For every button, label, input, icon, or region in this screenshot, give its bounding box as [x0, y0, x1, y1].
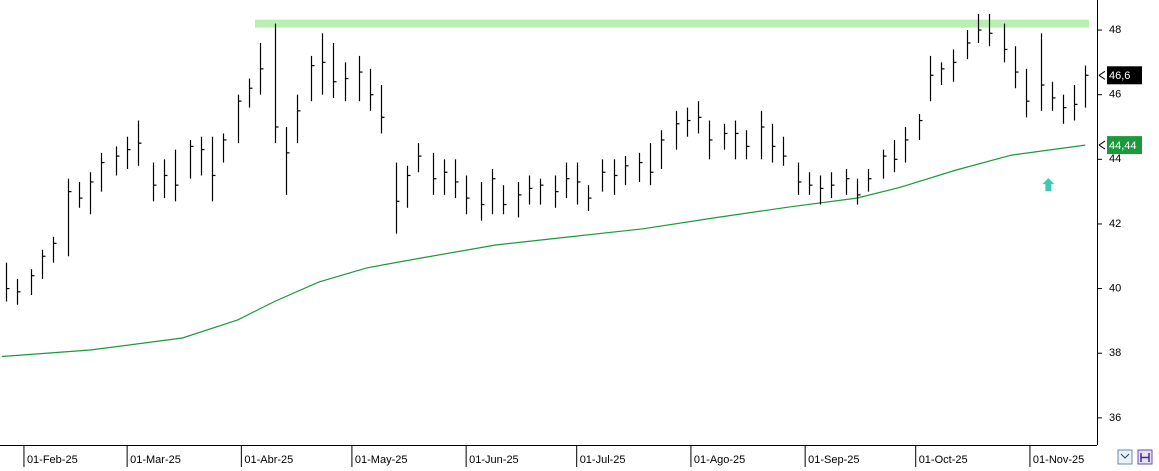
y-tick-label: 46	[1109, 89, 1121, 101]
last_price-label: 46,6	[1109, 70, 1130, 82]
y-tick-label: 42	[1109, 218, 1121, 230]
y-tick-label: 38	[1109, 347, 1121, 359]
x-tick-label: 01-Abr-25	[244, 454, 293, 466]
ma_last-flag	[1107, 136, 1142, 155]
last_price-pointer	[1098, 70, 1106, 80]
x-tick-label: 01-Ago-25	[694, 454, 745, 466]
h-icon	[1140, 453, 1150, 462]
x-tick-label: 01-Feb-25	[27, 454, 78, 466]
ma_last-pointer	[1098, 140, 1106, 150]
zoom-icon	[1120, 453, 1130, 459]
zoom-button[interactable]	[1117, 449, 1133, 465]
y-tick-label: 48	[1109, 24, 1121, 36]
y-tick-label: 36	[1109, 412, 1121, 424]
moving-average	[1, 144, 1086, 358]
y-tick-label: 44	[1109, 153, 1121, 165]
y-tick-label: 40	[1109, 282, 1121, 294]
arrow	[1042, 178, 1055, 192]
x-tick-label: 01-Mar-25	[130, 454, 181, 466]
last_price-flag	[1107, 66, 1142, 85]
ma_last-label: 44,44	[1109, 140, 1137, 152]
x-tick-label: 01-Jun-25	[469, 454, 519, 466]
x-tick-label: 01-Oct-25	[919, 454, 968, 466]
x-tick-label: 01-Sep-25	[808, 454, 859, 466]
x-tick-label: 01-Nov-25	[1033, 454, 1084, 466]
x-tick-label: 01-May-25	[355, 454, 408, 466]
x-tick-label: 01-Jul-25	[580, 454, 626, 466]
